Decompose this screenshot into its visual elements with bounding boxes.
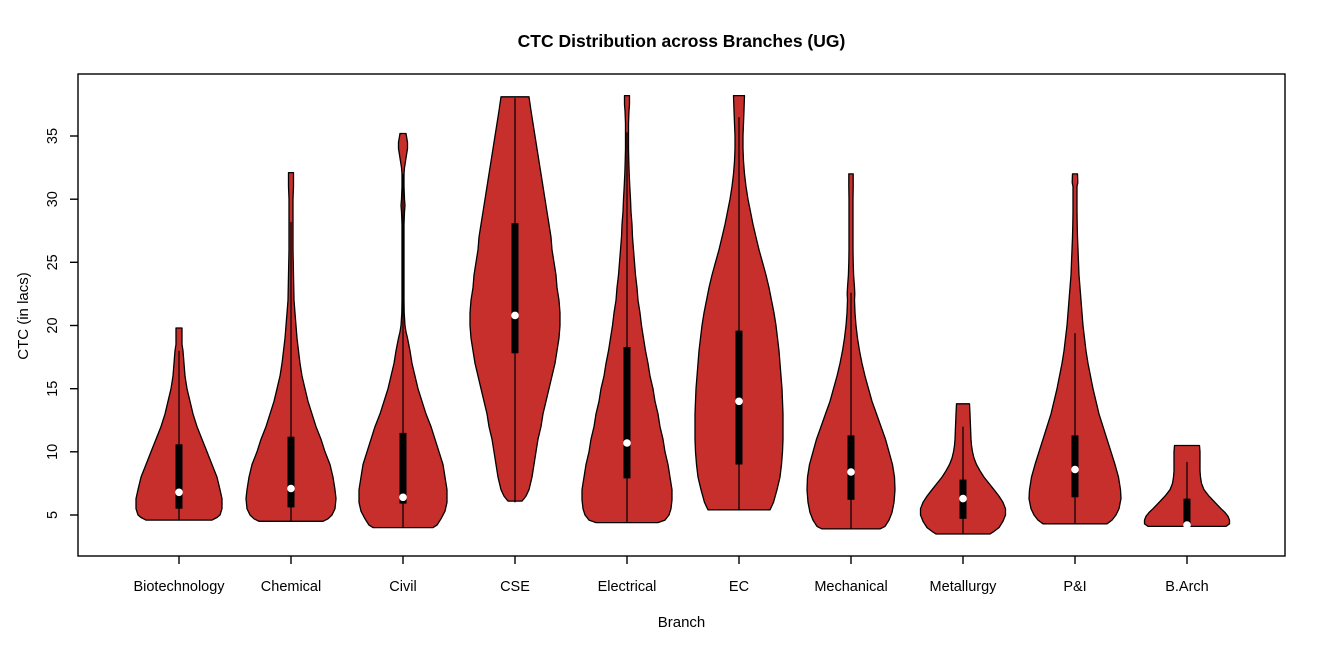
violin-b-arch [1143,444,1231,529]
violin-metallurgy [919,403,1007,535]
median-dot-p-i [1071,465,1079,474]
x-tick-label-biotechnology: Biotechnology [133,579,225,595]
violin-chemical [245,171,337,522]
median-dot-mechanical [847,468,855,476]
x-tick-label-civil: Civil [389,579,416,595]
y-tick-label: 35 [45,128,61,144]
violin-p-i [1028,173,1122,525]
median-dot-electrical [623,439,631,447]
iqr-bar-b-arch [1183,498,1191,524]
iqr-bar-electrical [623,347,631,479]
y-tick-label: 30 [45,191,61,207]
y-tick-label: 15 [45,381,61,397]
median-dot-chemical [287,484,295,493]
violin-ec [694,94,784,511]
iqr-bar-mechanical [847,435,855,500]
violin-biotechnology [135,327,223,521]
y-tick-label: 20 [45,317,61,333]
violin-mechanical [806,173,896,530]
x-tick-label-cse: CSE [500,579,530,595]
x-tick-label-mechanical: Mechanical [814,579,887,595]
median-dot-b-arch [1183,521,1191,529]
x-tick-label-b-arch: B.Arch [1165,579,1209,595]
median-dot-metallurgy [959,494,967,503]
violin-civil [358,132,448,529]
x-tick-label-p-i: P&I [1063,579,1086,595]
y-axis-label: CTC (in lacs) [15,272,32,360]
iqr-bar-cse [511,223,519,354]
y-tick-label: 10 [45,444,61,460]
x-tick-label-ec: EC [729,579,749,595]
iqr-bar-biotechnology [175,444,183,509]
violin-cse [469,96,561,503]
violin-electrical [581,94,673,524]
median-dot-ec [735,397,743,406]
iqr-bar-chemical [287,436,295,508]
median-dot-cse [511,311,519,320]
median-dot-civil [399,493,407,502]
iqr-bar-civil [399,432,407,504]
chart-title: CTC Distribution across Branches (UG) [517,31,846,51]
x-axis-label: Branch [657,614,706,631]
plot-box [77,73,1286,557]
x-tick-label-chemical: Chemical [261,579,321,595]
x-tick-label-electrical: Electrical [598,579,657,595]
y-tick-label: 5 [45,511,61,519]
median-dot-biotechnology [175,488,183,497]
x-tick-label-metallurgy: Metallurgy [930,579,998,595]
y-tick-label: 25 [45,254,61,270]
